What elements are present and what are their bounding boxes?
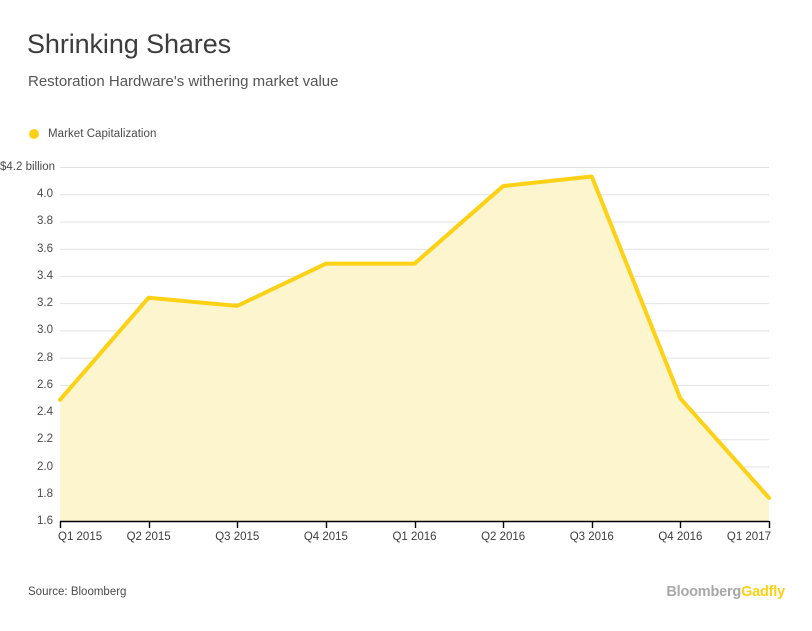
legend-item-label: Market Capitalization bbox=[48, 128, 157, 140]
brand-logo-second: Gadfly bbox=[741, 584, 785, 600]
y-axis-tick-label: 1.8 bbox=[37, 487, 53, 500]
y-axis-tick-label: 2.2 bbox=[37, 433, 53, 446]
y-axis-tick-label: $4.2 billion bbox=[0, 161, 55, 173]
y-axis-tick-label: 2.0 bbox=[37, 460, 53, 473]
y-axis-tick-label: 3.6 bbox=[37, 242, 53, 255]
y-axis-tick-label: 1.6 bbox=[37, 515, 53, 527]
brand-logo: BloombergGadfly bbox=[666, 584, 785, 600]
x-axis-tick-label: Q1 2016 bbox=[392, 531, 437, 543]
y-axis-tick-label: 3.8 bbox=[37, 215, 53, 228]
y-axis-tick-label: 2.4 bbox=[37, 406, 53, 419]
brand-logo-first: Bloomberg bbox=[666, 584, 742, 600]
x-axis-tick-label: Q3 2015 bbox=[215, 531, 260, 543]
y-axis-tick-label: 3.0 bbox=[37, 324, 53, 337]
x-axis-tick-label: Q1 2015 bbox=[58, 531, 103, 543]
x-axis-tick-label: Q4 2015 bbox=[303, 531, 348, 543]
y-axis-tick-label: 2.6 bbox=[37, 378, 53, 391]
y-axis-tick-label: 2.8 bbox=[37, 351, 53, 364]
y-axis-tick-label: 3.4 bbox=[37, 269, 53, 282]
chart-legend: Market Capitalization bbox=[29, 126, 156, 142]
x-axis-tick-label: Q1 2017 bbox=[726, 531, 771, 543]
x-axis-tick-label: Q3 2016 bbox=[569, 531, 614, 543]
circle-icon bbox=[29, 129, 39, 139]
chart-subtitle: Restoration Hardware's withering market … bbox=[28, 73, 339, 90]
x-axis-tick-label: Q2 2016 bbox=[481, 531, 526, 543]
y-axis-tick-label: 4.0 bbox=[37, 188, 53, 201]
x-axis-tick-label: Q4 2016 bbox=[658, 531, 703, 543]
x-axis-tick-label: Q2 2015 bbox=[126, 531, 171, 543]
source-note: Source: Bloomberg bbox=[28, 586, 127, 598]
y-axis-tick-label: 3.2 bbox=[37, 297, 53, 310]
page-title: Shrinking Shares bbox=[27, 29, 232, 59]
